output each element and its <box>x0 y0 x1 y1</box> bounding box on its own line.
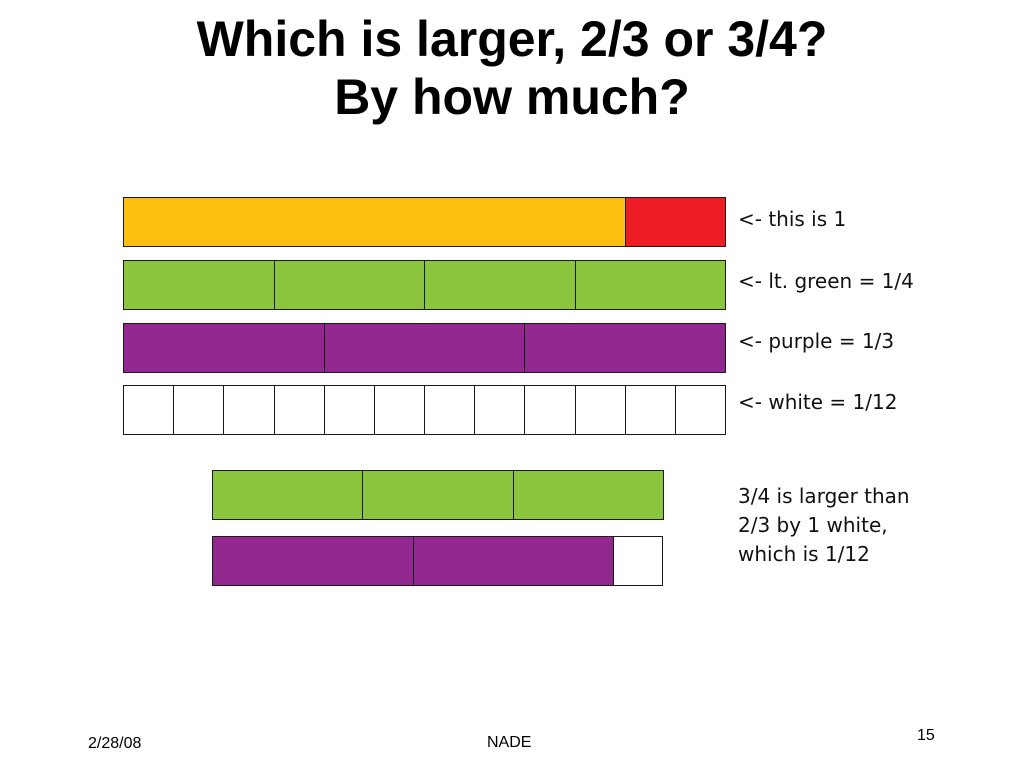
thirds-bar <box>123 323 726 373</box>
footer-date: 2/28/08 <box>88 735 142 752</box>
twelfth-segment <box>675 386 726 434</box>
quarter-segment <box>213 471 364 519</box>
quarter-segment <box>513 471 663 519</box>
twelfth-segment <box>575 386 626 434</box>
title-line-2: By how much? <box>334 69 690 125</box>
twelfth-segment <box>124 386 175 434</box>
twelfth-segment <box>324 386 375 434</box>
third-segment <box>213 537 414 585</box>
purple-label: <- purple = 1/3 <box>738 329 895 353</box>
footer-center: NADE <box>487 734 532 751</box>
twelfth-segment <box>625 386 676 434</box>
whole-bar <box>123 197 726 247</box>
quarter-segment <box>363 471 514 519</box>
twelfth-segment <box>274 386 325 434</box>
quarter-segment <box>274 261 425 309</box>
quarters-bar <box>123 260 726 310</box>
whole-red-segment <box>626 198 725 246</box>
conclusion-line-3: which is 1/12 <box>738 542 870 566</box>
quarter-segment <box>124 261 275 309</box>
twelfth-segment <box>425 386 476 434</box>
three-quarters-bar <box>212 470 664 520</box>
white-label: <- white = 1/12 <box>738 390 898 414</box>
whole-label: <- this is 1 <box>738 207 847 231</box>
conclusion-text: 3/4 is larger than 2/3 by 1 white, which… <box>738 482 910 569</box>
twelfths-bar <box>123 385 726 435</box>
title-line-1: Which is larger, 2/3 or 3/4? <box>196 11 828 67</box>
quarter-segment <box>575 261 725 309</box>
twelfth-segment <box>174 386 225 434</box>
conclusion-line-2: 2/3 by 1 white, <box>738 513 888 537</box>
twelfth-segment <box>224 386 275 434</box>
third-segment <box>124 324 325 372</box>
twelfth-segment <box>614 537 662 585</box>
twelfth-segment <box>525 386 576 434</box>
twelfth-segment <box>475 386 526 434</box>
quarter-segment <box>425 261 576 309</box>
conclusion-line-1: 3/4 is larger than <box>738 484 910 508</box>
third-segment <box>525 324 726 372</box>
slide-title: Which is larger, 2/3 or 3/4? By how much… <box>0 10 1024 138</box>
third-segment <box>324 324 526 372</box>
twelfth-segment <box>374 386 426 434</box>
third-segment <box>414 537 614 585</box>
page-number: 15 <box>917 727 935 744</box>
two-thirds-plus-twelfth-bar <box>212 536 663 586</box>
whole-yellow-segment <box>124 198 626 246</box>
green-label: <- lt. green = 1/4 <box>738 269 914 293</box>
